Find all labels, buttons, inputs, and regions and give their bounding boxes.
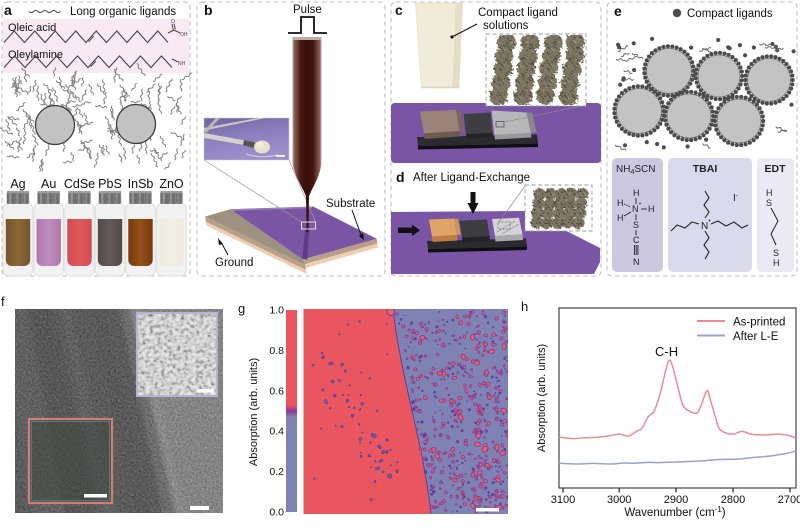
svg-text:After L-E: After L-E	[733, 331, 779, 343]
svg-text:2900: 2900	[664, 494, 688, 506]
svg-text:S: S	[773, 248, 779, 258]
svg-text:0.4: 0.4	[269, 426, 284, 438]
svg-text:2700: 2700	[778, 494, 800, 506]
svg-text:TBAI: TBAI	[693, 163, 718, 175]
svg-text:H: H	[617, 198, 624, 208]
svg-text:After Ligand-Exchange: After Ligand-Exchange	[413, 172, 530, 184]
svg-text:a: a	[4, 2, 12, 18]
svg-text:PbS: PbS	[98, 177, 122, 191]
svg-text:3100: 3100	[551, 494, 575, 506]
svg-text:N: N	[701, 221, 708, 232]
svg-text:0.6: 0.6	[269, 385, 284, 397]
svg-text:b: b	[204, 2, 213, 18]
svg-text:EDT: EDT	[765, 163, 787, 175]
svg-text:0.2: 0.2	[269, 466, 284, 478]
svg-text:Ground: Ground	[215, 257, 253, 269]
svg-text:H: H	[633, 188, 640, 198]
svg-text:O: O	[171, 19, 175, 25]
svg-text:Au: Au	[41, 177, 56, 191]
svg-text:h: h	[521, 299, 528, 314]
svg-text:Compact ligands: Compact ligands	[687, 8, 773, 20]
svg-text:NH4SCN: NH4SCN	[616, 164, 655, 176]
svg-text:H: H	[648, 204, 655, 214]
svg-text:g: g	[238, 301, 245, 316]
svg-text:d: d	[396, 169, 405, 185]
svg-text:C: C	[633, 235, 640, 245]
svg-text:H: H	[617, 213, 624, 223]
svg-text:NH: NH	[178, 61, 186, 67]
svg-text:Substrate: Substrate	[326, 198, 375, 210]
svg-text:Oleylamine: Oleylamine	[8, 49, 63, 61]
svg-text:H: H	[773, 258, 780, 268]
svg-text:solutions: solutions	[483, 20, 529, 32]
svg-text:N: N	[632, 204, 639, 214]
svg-text:I-: I-	[733, 193, 739, 204]
svg-text:Absorption (arb. units): Absorption (arb. units)	[248, 358, 260, 466]
svg-text:e: e	[614, 3, 622, 19]
svg-text:f: f	[1, 294, 5, 309]
svg-text:S: S	[633, 220, 639, 230]
svg-text:As-printed: As-printed	[733, 317, 785, 329]
svg-text:Pulse: Pulse	[293, 4, 322, 16]
svg-text:InSb: InSb	[128, 177, 154, 191]
svg-text:Long organic ligands: Long organic ligands	[70, 6, 176, 18]
svg-text:Oleic acid: Oleic acid	[8, 22, 56, 34]
svg-text:Absorption (arb. units): Absorption (arb. units)	[536, 344, 548, 452]
svg-text:0.0: 0.0	[269, 507, 284, 519]
svg-text:c: c	[395, 2, 403, 18]
svg-text:H: H	[766, 188, 773, 198]
svg-text:S: S	[766, 198, 772, 208]
svg-text:ZnO: ZnO	[159, 177, 184, 191]
svg-text:3000: 3000	[607, 494, 631, 506]
svg-text:2800: 2800	[721, 494, 745, 506]
svg-text:0.8: 0.8	[269, 345, 284, 357]
svg-text:N: N	[633, 257, 640, 267]
svg-text:C-H: C-H	[655, 344, 678, 359]
svg-text:Ag: Ag	[10, 177, 25, 191]
svg-text:Compact ligand: Compact ligand	[478, 7, 558, 19]
svg-text:Wavenumber (cm-1): Wavenumber (cm-1)	[624, 505, 725, 519]
svg-text:CdSe: CdSe	[64, 177, 95, 191]
svg-text:OH: OH	[180, 32, 188, 38]
svg-text:1.0: 1.0	[269, 305, 284, 317]
